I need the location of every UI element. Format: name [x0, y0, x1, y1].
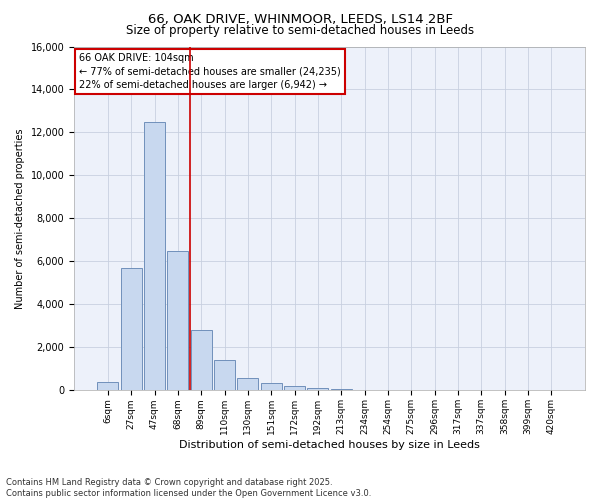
Bar [191, 330, 212, 390]
X-axis label: Distribution of semi-detached houses by size in Leeds: Distribution of semi-detached houses by … [179, 440, 480, 450]
Bar [284, 386, 305, 390]
Bar [307, 388, 328, 390]
Bar [144, 122, 165, 390]
Bar [214, 360, 235, 390]
Text: 66, OAK DRIVE, WHINMOOR, LEEDS, LS14 2BF: 66, OAK DRIVE, WHINMOOR, LEEDS, LS14 2BF [148, 12, 452, 26]
Bar [167, 250, 188, 390]
Bar [121, 268, 142, 390]
Y-axis label: Number of semi-detached properties: Number of semi-detached properties [15, 128, 25, 308]
Bar [97, 382, 118, 390]
Text: Size of property relative to semi-detached houses in Leeds: Size of property relative to semi-detach… [126, 24, 474, 37]
Text: 66 OAK DRIVE: 104sqm
← 77% of semi-detached houses are smaller (24,235)
22% of s: 66 OAK DRIVE: 104sqm ← 77% of semi-detac… [79, 54, 341, 90]
Bar [238, 378, 259, 390]
Bar [261, 383, 282, 390]
Text: Contains HM Land Registry data © Crown copyright and database right 2025.
Contai: Contains HM Land Registry data © Crown c… [6, 478, 371, 498]
